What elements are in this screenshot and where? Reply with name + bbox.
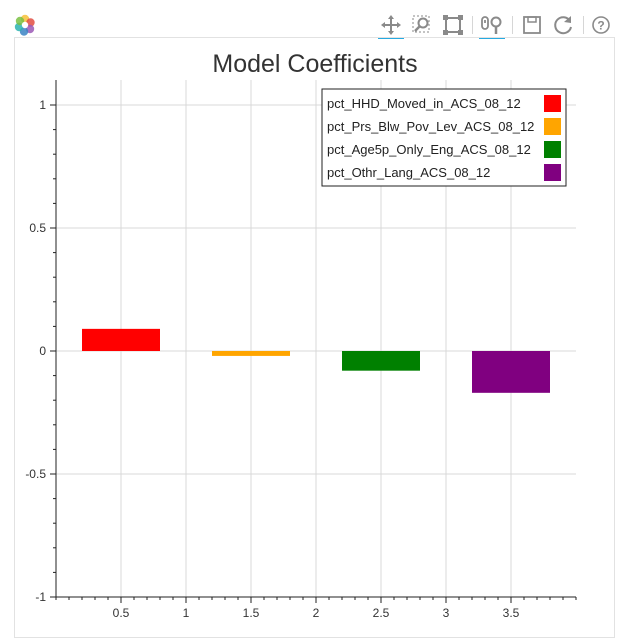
- save-tool[interactable]: [519, 12, 545, 38]
- x-tick-label: 3.5: [503, 606, 520, 620]
- legend: pct_HHD_Moved_in_ACS_08_12 pct_Prs_Blw_Po…: [321, 88, 567, 187]
- reset-tool[interactable]: [550, 12, 576, 38]
- resize-tool[interactable]: [440, 12, 466, 38]
- x-tick-label: 1: [183, 606, 190, 620]
- legend-label: pct_Othr_Lang_ACS_08_12: [327, 165, 490, 180]
- bars: [82, 328, 550, 393]
- wheel-zoom-tool[interactable]: [479, 12, 505, 39]
- svg-text:?: ?: [597, 19, 604, 33]
- help-icon: ?: [592, 16, 610, 34]
- legend-swatch: [544, 141, 561, 158]
- toolbar-separator: [583, 16, 584, 34]
- pan-icon: [381, 15, 401, 35]
- y-tick-label: 0: [39, 344, 46, 358]
- legend-box: [321, 88, 567, 187]
- save-icon: [523, 16, 541, 34]
- y-tick-label: -1: [35, 590, 46, 604]
- bar-pct_Prs_Blw_Pov_Lev_ACS_08_12: [212, 351, 290, 356]
- pan-tool[interactable]: [378, 12, 404, 39]
- x-tick-label: 2: [313, 606, 320, 620]
- bar-pct_HHD_Moved_in_ACS_08_12: [82, 328, 160, 351]
- x-tick-label: 1.5: [243, 606, 260, 620]
- legend-label: pct_HHD_Moved_in_ACS_08_12: [327, 96, 521, 111]
- x-tick-label: 0.5: [113, 606, 130, 620]
- legend-label: pct_Prs_Blw_Pov_Lev_ACS_08_12: [327, 119, 534, 134]
- legend-swatch: [544, 164, 561, 181]
- bokeh-logo-icon: [14, 14, 35, 36]
- legend-label: pct_Age5p_Only_Eng_ACS_08_12: [327, 142, 531, 157]
- chart-title: Model Coefficients: [212, 50, 417, 78]
- box-zoom-tool[interactable]: [409, 12, 435, 38]
- box-zoom-icon: [412, 15, 430, 33]
- toolbar-separator: [472, 16, 473, 34]
- x-tick-label: 3: [443, 606, 450, 620]
- legend-swatch: [544, 118, 561, 135]
- help-tool[interactable]: ?: [588, 12, 614, 38]
- resize-icon: [443, 15, 463, 35]
- plot-frame: [14, 37, 615, 638]
- reset-icon: [554, 16, 572, 35]
- toolbar-separator: [512, 16, 513, 34]
- y-tick-label: 1: [39, 98, 46, 112]
- legend-swatch: [544, 95, 561, 112]
- axes: 0.5 1 1.5 2 2.5 3 3.5 1 0.5 0 -0.5 -1: [25, 80, 577, 620]
- y-tick-label: 0.5: [29, 221, 46, 235]
- x-tick-label: 2.5: [373, 606, 390, 620]
- bar-pct_Age5p_Only_Eng_ACS_08_12: [342, 351, 420, 371]
- bar-pct_Othr_Lang_ACS_08_12: [472, 351, 550, 393]
- wheel-zoom-icon: [481, 16, 502, 34]
- y-tick-label: -0.5: [25, 467, 46, 481]
